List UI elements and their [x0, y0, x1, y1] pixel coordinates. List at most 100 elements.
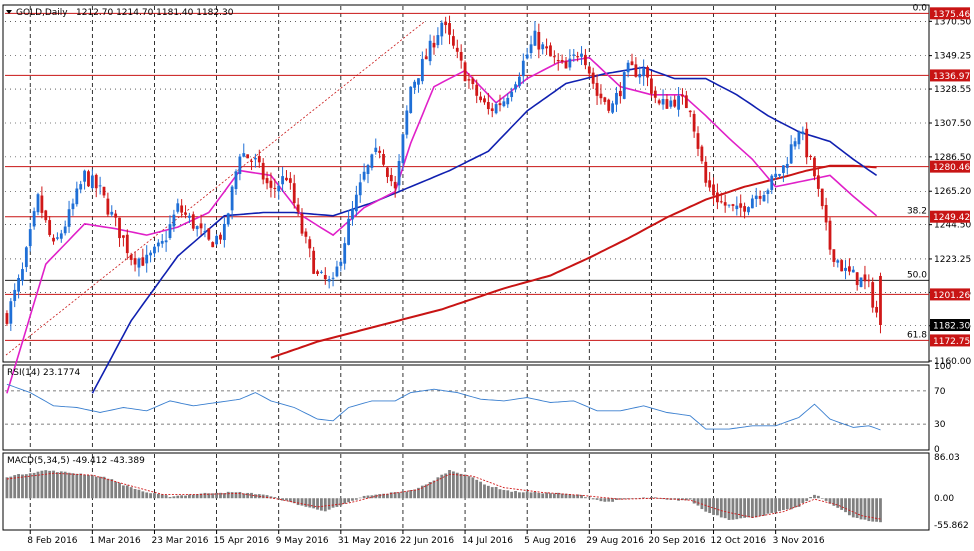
- macd-histogram-bar: [226, 491, 230, 499]
- candle-body: [13, 289, 17, 301]
- macd-histogram-bar: [417, 487, 420, 499]
- macd-histogram-bar: [684, 498, 688, 501]
- macd-histogram-bar: [824, 498, 828, 501]
- macd-histogram-bar: [797, 498, 801, 507]
- date-tick-label: 22 Jun 2016: [400, 536, 454, 546]
- date-tick-label: 1 Mar 2016: [89, 536, 141, 546]
- last-price-tag-label: 1182.30: [933, 322, 970, 332]
- candle-body: [417, 78, 420, 85]
- macd-histogram-bar: [723, 498, 727, 519]
- last-price-tag: [930, 319, 970, 332]
- candle-body: [510, 91, 514, 98]
- candle-body: [541, 44, 545, 50]
- candle-body: [191, 214, 195, 229]
- price-tick-label: 1370.50: [934, 17, 971, 27]
- macd-histogram-bar: [828, 498, 832, 504]
- ma-fast-line: [6, 56, 878, 394]
- macd-histogram-bar: [110, 479, 114, 499]
- candle-body: [867, 279, 871, 282]
- macd-histogram-bar: [455, 472, 459, 499]
- macd-histogram-bar: [389, 492, 393, 499]
- candle-body: [98, 185, 102, 187]
- candle-body: [409, 86, 413, 113]
- macd-histogram-bar: [199, 493, 203, 499]
- candle-body: [529, 44, 533, 54]
- candle-body: [879, 275, 882, 326]
- date-tick-label: 12 Oct 2016: [711, 536, 767, 546]
- macd-histogram-bar: [137, 489, 141, 499]
- macd-histogram-bar: [444, 473, 448, 499]
- candle-body: [358, 182, 362, 196]
- macd-histogram-bar: [533, 491, 537, 499]
- macd-histogram-bar: [9, 476, 13, 499]
- macd-histogram-bar: [836, 498, 840, 508]
- macd-histogram-bar: [467, 476, 471, 499]
- candle-body: [343, 243, 347, 264]
- candle-body: [40, 195, 44, 213]
- macd-histogram-bar: [63, 471, 67, 499]
- candle-body: [238, 156, 242, 174]
- candle-body: [145, 254, 149, 264]
- candle-body: [704, 161, 708, 183]
- candle-body: [661, 98, 665, 105]
- candle-body: [125, 234, 129, 254]
- candle-body: [9, 301, 13, 324]
- date-tick-label: 20 Sep 2016: [648, 536, 705, 546]
- candle-body: [688, 110, 692, 113]
- macd-histogram-bar: [750, 498, 754, 518]
- macd-histogram-bar: [696, 498, 700, 506]
- candle-body: [785, 163, 789, 168]
- candle-body: [137, 258, 141, 268]
- macd-histogram-bar: [428, 482, 432, 499]
- macd-histogram-bar: [681, 498, 684, 501]
- macd-histogram-bar: [323, 498, 327, 512]
- macd-histogram-bar: [529, 492, 533, 499]
- candle-body: [59, 233, 63, 239]
- macd-histogram-bar: [622, 498, 626, 500]
- macd-histogram-bar: [587, 497, 591, 499]
- candle-body: [110, 211, 114, 215]
- candle-body: [521, 60, 525, 77]
- macd-histogram-bar: [327, 498, 331, 510]
- macd-histogram-bar: [188, 494, 191, 499]
- macd-histogram-bar: [591, 498, 595, 500]
- macd-histogram-bar: [545, 492, 548, 499]
- candle-body: [71, 203, 75, 210]
- macd-histogram-bar: [463, 474, 467, 499]
- macd-histogram-bar: [486, 485, 490, 499]
- candle-body: [312, 250, 316, 274]
- candle-body: [533, 30, 537, 46]
- dropdown-arrow-icon[interactable]: [6, 10, 12, 14]
- macd-histogram-bar: [191, 494, 195, 499]
- macd-histogram-bar: [79, 473, 83, 499]
- candle-body: [226, 213, 230, 225]
- candle-body: [793, 141, 797, 147]
- macd-histogram-bar: [727, 498, 731, 520]
- macd-histogram-bar: [564, 493, 568, 499]
- rsi-line: [6, 383, 881, 431]
- candle-body: [90, 175, 94, 189]
- macd-histogram-bar: [782, 498, 785, 511]
- macd-histogram-bar: [774, 498, 778, 513]
- candle-body: [657, 100, 661, 104]
- macd-histogram-bar: [386, 493, 389, 499]
- level-tag: [930, 69, 970, 82]
- candle-body: [106, 198, 110, 215]
- candle-body: [871, 282, 875, 308]
- candle-body: [502, 101, 506, 107]
- candle-body: [580, 53, 583, 57]
- rsi-tick-label: 0: [934, 445, 940, 455]
- macd-histogram-bar: [793, 498, 797, 508]
- candle-body: [611, 103, 614, 113]
- candle-body: [463, 62, 467, 82]
- candle-body: [436, 35, 440, 46]
- candle-body: [626, 62, 630, 73]
- candle-body: [222, 223, 226, 241]
- macd-histogram-bar: [762, 498, 766, 516]
- candle-body: [591, 72, 595, 84]
- candle-body: [48, 220, 52, 235]
- macd-histogram-bar: [510, 491, 514, 499]
- candle-body: [424, 56, 428, 60]
- candle-body: [265, 178, 269, 184]
